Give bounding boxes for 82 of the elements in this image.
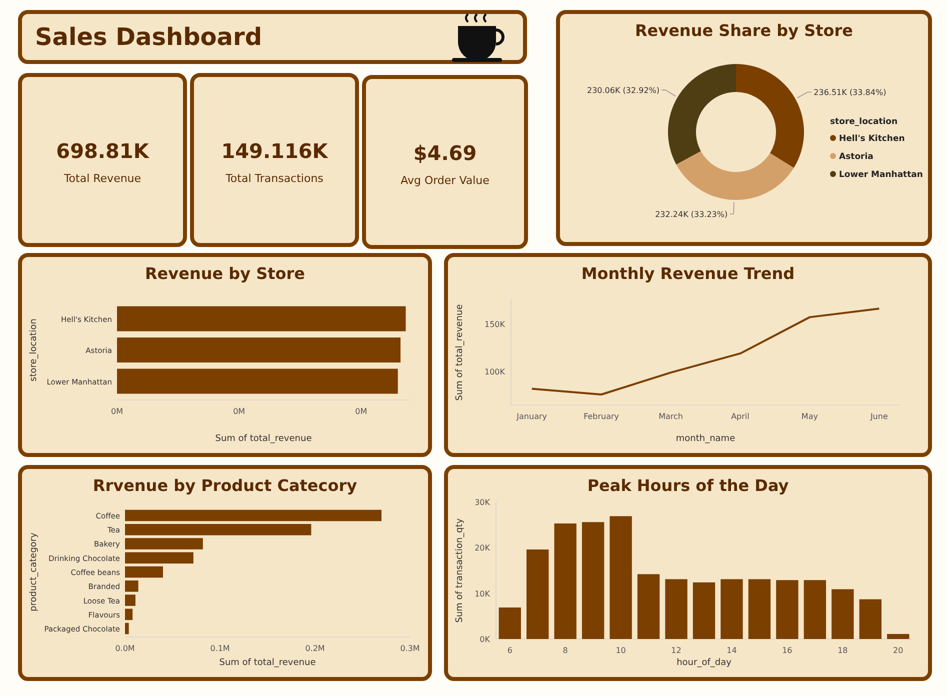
y-tick-label: 100K — [484, 368, 506, 377]
bar — [692, 582, 716, 639]
bar — [720, 579, 743, 639]
x-tick-label: June — [869, 412, 888, 421]
x-axis-title: Sum of total_revenue — [219, 658, 316, 668]
text: $4.69 — [413, 141, 477, 165]
bar — [125, 552, 194, 564]
y-axis-title: product_category — [29, 532, 39, 612]
bar — [887, 634, 910, 639]
text: 149.116K — [221, 139, 330, 163]
bar — [125, 566, 163, 578]
y-tick-label: 10K — [474, 589, 491, 598]
bar — [125, 538, 203, 550]
x-tick-label: 14 — [726, 646, 737, 655]
bar — [776, 580, 798, 639]
x-axis-title: hour_of_day — [676, 658, 732, 668]
data-label: 232.24K (33.23%) — [655, 210, 728, 219]
bar — [637, 574, 660, 639]
bar — [582, 522, 604, 639]
x-tick-label: March — [658, 412, 683, 421]
x-tick-label: April — [731, 412, 750, 421]
x-axis-title: month_name — [676, 434, 736, 444]
chart-title: Revenue by Store — [144, 264, 306, 283]
data-label: 236.51K (33.84%) — [814, 88, 886, 98]
x-tick-label: 10 — [616, 646, 626, 655]
chart-title: Peak Hours of the Day — [587, 476, 790, 495]
y-tick-label: 20K — [474, 544, 491, 553]
x-tick-label: 0M — [111, 407, 124, 416]
chart-title: Rrvenue by Product Catecory — [92, 476, 358, 495]
y-axis-title: Sum of total_revenue — [455, 304, 465, 401]
legend-label: Hell's Kitchen — [839, 134, 905, 144]
y-tick-label: 30K — [474, 498, 491, 507]
x-tick-label: 0M — [233, 407, 246, 416]
x-tick-label: 8 — [562, 646, 568, 655]
bar — [610, 516, 632, 639]
bar — [125, 580, 138, 592]
x-tick-label: 6 — [507, 646, 512, 655]
text: Avg Order Value — [400, 174, 490, 187]
bar — [832, 589, 854, 639]
x-tick-label: 0.2M — [305, 644, 325, 653]
y-axis-title: Sum of transaction_qty — [455, 518, 465, 623]
chart-title: Revenue Share by Store — [634, 21, 854, 40]
y-axis-title: store_location — [29, 318, 39, 382]
bar — [859, 599, 882, 639]
bar — [526, 549, 549, 639]
donut-slice — [676, 151, 794, 200]
bar — [498, 607, 521, 639]
bar — [554, 523, 576, 639]
legend-title: store_location — [830, 117, 898, 127]
data-label: 230.06K (32.92%) — [586, 86, 660, 96]
x-tick-label: 0.1M — [210, 644, 230, 653]
text: Sales Dashboard — [35, 23, 262, 51]
x-tick-label: 0.0M — [115, 644, 135, 653]
bar — [804, 580, 826, 639]
legend-label: Lower Manhattan — [839, 170, 923, 180]
x-tick-label: May — [801, 412, 818, 421]
legend-label: Astoria — [839, 152, 874, 162]
text: Total Transactions — [224, 172, 324, 185]
y-tick-label: 0K — [480, 635, 491, 644]
x-tick-label: February — [584, 412, 620, 421]
x-axis-title: Sum of total_revenue — [215, 434, 312, 444]
y-tick-label: 150K — [484, 320, 506, 329]
x-tick-label: January — [516, 412, 548, 421]
x-tick-label: 16 — [782, 646, 792, 655]
x-tick-label: 0M — [355, 407, 368, 416]
bar — [125, 594, 136, 606]
bar — [125, 608, 133, 620]
bar — [125, 510, 382, 522]
x-tick-label: 0.3M — [400, 644, 420, 653]
donut-slice — [736, 64, 804, 168]
text: Total Revenue — [62, 172, 142, 185]
x-tick-label: 12 — [671, 646, 682, 655]
x-tick-label: 20 — [893, 646, 904, 655]
chart-title: Monthly Revenue Trend — [581, 264, 795, 283]
bar — [125, 524, 312, 536]
donut-slice — [668, 64, 736, 164]
bar — [748, 579, 771, 639]
text: 698.81K — [56, 139, 150, 163]
line-series — [530, 308, 880, 396]
bar — [665, 579, 688, 639]
x-tick-label: 18 — [838, 646, 848, 655]
bar — [125, 622, 129, 634]
